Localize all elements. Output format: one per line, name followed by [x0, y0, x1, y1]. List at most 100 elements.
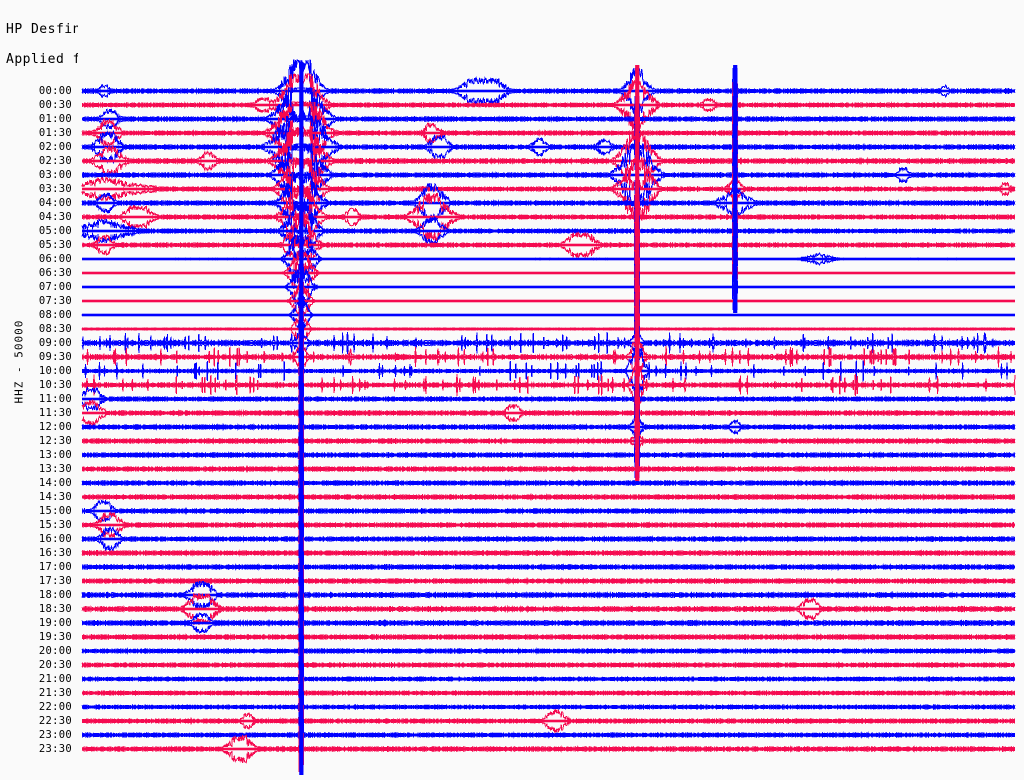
trace-row [81, 488, 1016, 534]
trace-row [81, 87, 1016, 151]
trace-row [81, 502, 1016, 548]
trace-row [81, 362, 1016, 408]
time-label: 16:00 [38, 533, 72, 545]
time-label: 16:30 [38, 547, 72, 559]
time-label: 23:30 [38, 743, 72, 755]
time-label: 08:30 [38, 323, 72, 335]
time-label: 09:00 [38, 337, 72, 349]
trace-row [81, 558, 1016, 604]
time-label: 23:00 [38, 729, 72, 741]
time-label: 01:00 [38, 113, 72, 125]
time-label: 19:30 [38, 631, 72, 643]
time-label: 09:30 [38, 351, 72, 363]
time-label: 20:30 [38, 659, 72, 671]
trace-row [81, 59, 1016, 123]
time-label: 17:30 [38, 575, 72, 587]
seismogram-plot [78, 0, 1024, 780]
trace-row [81, 418, 1016, 464]
time-label: 21:30 [38, 687, 72, 699]
time-label: 17:00 [38, 561, 72, 573]
trace-row [81, 376, 1015, 422]
time-label: 06:00 [38, 253, 72, 265]
trace-row [81, 712, 1016, 758]
trace-row [81, 320, 1016, 366]
time-axis: 00:00 00:30 01:00 01:30 02:00 02:30 03:00 03:30… [0, 0, 78, 780]
trace-row [81, 516, 1016, 562]
time-label: 20:00 [38, 645, 72, 657]
time-label: 14:30 [38, 491, 72, 503]
time-label: 22:00 [38, 701, 72, 713]
time-label: 12:30 [38, 435, 72, 447]
time-label: 13:00 [38, 449, 72, 461]
station-title: HP Desfina [6, 22, 90, 37]
time-label: 06:30 [38, 267, 72, 279]
time-label: 19:00 [38, 617, 72, 629]
time-label: 11:30 [38, 407, 72, 419]
vertical-streak [635, 65, 640, 481]
trace-row [81, 292, 1016, 338]
time-label: 08:00 [38, 309, 72, 321]
trace-row [81, 586, 1016, 632]
trace-row [81, 170, 1016, 236]
trace-row [81, 129, 1016, 193]
time-label: 01:30 [38, 127, 72, 139]
time-label: 04:00 [38, 197, 72, 209]
trace-row [81, 614, 1016, 660]
trace-row [81, 460, 1016, 506]
trace-row [81, 334, 1016, 380]
time-label: 03:00 [38, 169, 72, 181]
trace-row [82, 656, 1016, 702]
trace-row [81, 390, 1016, 436]
time-label: 18:30 [38, 603, 72, 615]
time-label: 12:00 [38, 421, 72, 433]
trace-row [81, 642, 1016, 688]
trace-row [81, 446, 1016, 492]
trace-row [81, 306, 1016, 352]
time-label: 00:00 [38, 85, 72, 97]
time-label: 03:30 [38, 183, 72, 195]
trace-row [81, 217, 1016, 273]
trace-row [81, 404, 1016, 450]
trace-row [81, 530, 1016, 576]
trace-row [81, 698, 1016, 744]
trace-row [81, 432, 1016, 478]
trace-row [81, 670, 1016, 716]
time-label: 02:00 [38, 141, 72, 153]
time-label: 15:00 [38, 505, 72, 517]
time-label: 10:30 [38, 379, 72, 391]
vertical-streak [733, 65, 738, 313]
trace-row [81, 572, 1016, 618]
trace-row [81, 544, 1016, 590]
trace-row [82, 278, 1016, 324]
time-label: 07:00 [38, 281, 72, 293]
time-label: 07:30 [38, 295, 72, 307]
time-label: 15:30 [38, 519, 72, 531]
time-label: 14:00 [38, 477, 72, 489]
trace-row [81, 726, 1015, 772]
trace-row [81, 232, 1016, 286]
seismogram-canvas [78, 0, 1024, 780]
time-label: 22:30 [38, 715, 72, 727]
time-label: 13:30 [38, 463, 72, 475]
trace-row [81, 600, 1016, 646]
trace-row [81, 72, 1015, 138]
trace-row [81, 684, 1016, 730]
trace-row [81, 250, 1016, 296]
trace-row [81, 201, 1015, 261]
trace-row [81, 264, 1016, 310]
trace-row [81, 628, 1016, 674]
trace-row [81, 115, 1016, 179]
trace-row [81, 143, 1016, 207]
time-label: 21:00 [38, 673, 72, 685]
time-label: 11:00 [38, 393, 72, 405]
time-label: 02:30 [38, 155, 72, 167]
vertical-streak [299, 65, 304, 775]
time-label: 05:30 [38, 239, 72, 251]
trace-row [81, 185, 1016, 249]
trace-row [81, 345, 1016, 397]
time-label: 05:00 [38, 225, 72, 237]
trace-row [81, 157, 1016, 221]
time-label: 04:30 [38, 211, 72, 223]
time-label: 10:00 [38, 365, 72, 377]
